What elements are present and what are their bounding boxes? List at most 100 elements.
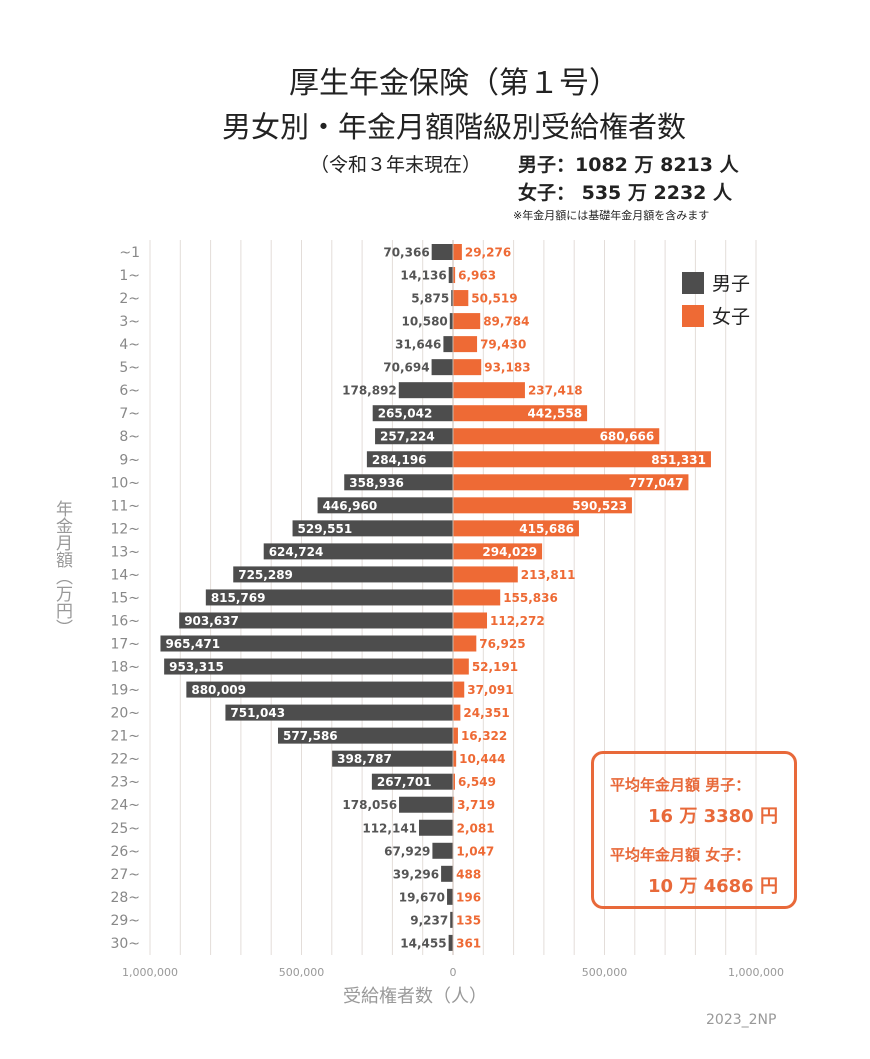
bar-male — [317, 497, 453, 514]
average-pension-box: 平均年金月額 男子： 16 万 3380 円 平均年金月額 女子： 10 万 4… — [591, 751, 797, 909]
y-tick-label: 6~ — [119, 383, 140, 399]
data-label-female: 10,444 — [459, 752, 505, 766]
y-tick-label: 8~ — [119, 429, 140, 445]
data-label-male: 446,960 — [323, 499, 378, 513]
legend-swatch-female — [682, 305, 704, 327]
y-tick-label: 2~ — [119, 291, 140, 307]
data-label-male: 67,929 — [384, 844, 430, 858]
data-label-female: 16,322 — [461, 729, 507, 743]
data-label-male: 265,042 — [378, 407, 433, 421]
y-tick-label: 26~ — [110, 844, 140, 860]
data-label-female: 50,519 — [471, 292, 517, 306]
data-label-male: 880,009 — [191, 683, 246, 697]
y-tick-label: 28~ — [110, 890, 140, 906]
y-tick-label: 7~ — [119, 406, 140, 422]
data-label-male: 19,670 — [399, 890, 445, 904]
legend-label-male: 男子 — [712, 273, 750, 295]
bar-male — [399, 796, 453, 813]
bar-male — [277, 727, 453, 744]
y-tick-label: 5~ — [119, 360, 140, 376]
chart-subtitle: 男女別・年金月額階級別受給権者数 — [221, 110, 686, 144]
y-tick-label: 29~ — [110, 913, 140, 929]
female-average-value: 10 万 4686 円 — [648, 876, 778, 897]
data-label-female: 135 — [456, 913, 481, 927]
bar-female — [453, 635, 477, 652]
data-label-female: 2,081 — [457, 821, 495, 835]
data-label-female: 442,558 — [527, 407, 582, 421]
bar-female — [453, 681, 465, 698]
chart-title: 厚生年金保険（第１号） — [289, 66, 619, 101]
bar-female — [453, 543, 543, 560]
data-label-female: 294,029 — [482, 545, 537, 559]
bar-male — [372, 405, 453, 422]
female-average-label: 平均年金月額 女子： — [610, 846, 751, 864]
female-total: 女子： 535 万 2232 人 — [518, 182, 733, 204]
data-label-female: 112,272 — [490, 614, 545, 628]
data-label-male: 529,551 — [298, 522, 353, 536]
data-label-female: 680,666 — [600, 430, 655, 444]
data-label-male: 358,936 — [349, 476, 404, 490]
footnote: ※年金月額には基礎年金月額を含みます — [513, 209, 710, 222]
y-tick-label: 4~ — [119, 337, 140, 353]
bar-male — [164, 658, 453, 675]
data-label-female: 76,925 — [479, 637, 525, 651]
data-label-male: 70,694 — [383, 361, 429, 375]
bar-female — [453, 267, 456, 284]
male-total: 男子：1082 万 8213 人 — [518, 154, 739, 176]
bar-male — [447, 888, 453, 905]
bar-female — [453, 382, 525, 399]
data-label-male: 112,141 — [362, 821, 417, 835]
bar-male — [292, 520, 453, 537]
male-average-value: 16 万 3380 円 — [648, 806, 778, 827]
bar-female — [453, 428, 660, 445]
x-tick-label: 500,000 — [582, 966, 628, 979]
y-tick-label: 12~ — [110, 521, 140, 537]
bar-male — [431, 359, 453, 376]
data-label-female: 52,191 — [472, 660, 518, 674]
data-label-male: 39,296 — [393, 867, 439, 881]
y-tick-label: 10~ — [110, 475, 140, 491]
bar-female — [453, 773, 455, 790]
bar-female — [453, 658, 469, 675]
bar-male — [451, 290, 453, 307]
data-label-male: 965,471 — [165, 637, 220, 651]
y-tick-label: 27~ — [110, 867, 140, 883]
y-tick-label: 30~ — [110, 936, 140, 952]
bar-male — [225, 704, 453, 721]
y-axis-label: 年金月額（万円） — [52, 500, 72, 636]
bar-female — [453, 451, 711, 468]
bar-male — [448, 267, 453, 284]
bar-male — [366, 451, 453, 468]
data-label-female: 851,331 — [651, 453, 706, 467]
bar-female — [453, 520, 579, 537]
data-label-female: 1,047 — [456, 844, 494, 858]
y-tick-label: 24~ — [110, 798, 140, 814]
bar-male — [441, 865, 453, 882]
bar-male — [431, 244, 453, 260]
y-tick-label: 14~ — [110, 567, 140, 583]
data-label-male: 284,196 — [372, 453, 427, 467]
bar-male — [332, 750, 453, 767]
y-tick-label: 25~ — [110, 821, 140, 837]
data-label-female: 89,784 — [483, 315, 529, 329]
data-label-male: 903,637 — [184, 614, 239, 628]
data-label-female: 6,549 — [458, 775, 496, 789]
y-tick-label: 22~ — [110, 752, 140, 768]
bar-female — [453, 359, 482, 376]
bar-male — [448, 934, 453, 951]
y-tick-label: 9~ — [119, 452, 140, 468]
bar-female — [453, 750, 457, 767]
y-tick-label: 3~ — [119, 314, 140, 330]
data-label-male: 398,787 — [337, 752, 392, 766]
bar-female — [453, 612, 488, 629]
y-tick-label: 21~ — [110, 729, 140, 745]
y-tick-label: 15~ — [110, 590, 140, 606]
data-label-male: 624,724 — [269, 545, 324, 559]
data-label-female: 79,430 — [480, 338, 526, 352]
bar-male — [344, 474, 453, 491]
data-label-female: 213,811 — [521, 568, 576, 582]
data-label-male: 9,237 — [410, 913, 448, 927]
bar-female — [453, 589, 501, 606]
bar-female — [453, 727, 458, 744]
